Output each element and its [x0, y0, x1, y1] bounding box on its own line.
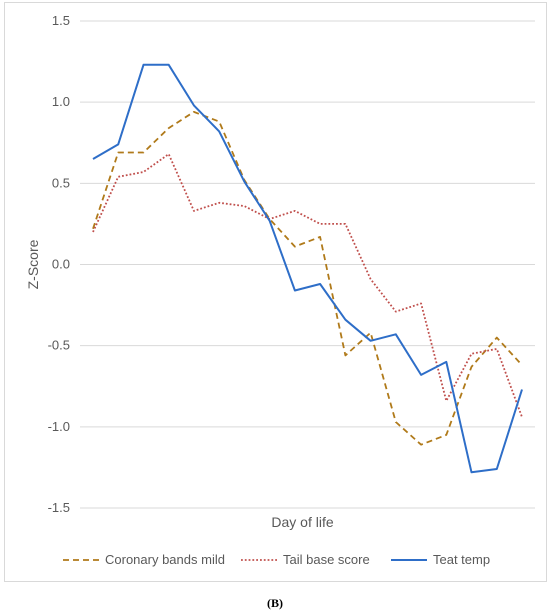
series-lines — [92, 63, 523, 474]
y-tick-label: 0.0 — [52, 257, 70, 272]
line-chart: -1.5 -1.0 -0.5 0.0 0.5 1.0 1.5 Z-Score Day of … — [25, 13, 535, 567]
legend: Coronary bands mild Tail base score Teat t… — [63, 552, 490, 567]
series-line-tail-base-score — [92, 153, 523, 418]
y-tick-label: -0.5 — [48, 338, 70, 353]
series-line-coronary-bands-mild — [92, 111, 523, 446]
gridlines — [80, 20, 535, 509]
y-tick-label: -1.5 — [48, 500, 70, 515]
y-tick-label: 0.5 — [52, 175, 70, 190]
series-line-teat-temp — [92, 63, 523, 474]
legend-label: Teat temp — [433, 552, 490, 567]
y-tick-label: -1.0 — [48, 419, 70, 434]
figure-caption: (B) — [267, 596, 283, 610]
y-tick-label: 1.0 — [52, 94, 70, 109]
legend-label: Coronary bands mild — [105, 552, 225, 567]
y-tick-labels: -1.5 -1.0 -0.5 0.0 0.5 1.0 1.5 — [48, 13, 70, 515]
legend-label: Tail base score — [283, 552, 370, 567]
y-axis-title: Z-Score — [25, 239, 41, 289]
chart-frame: -1.5 -1.0 -0.5 0.0 0.5 1.0 1.5 Z-Score Day of … — [4, 2, 547, 582]
y-tick-label: 1.5 — [52, 13, 70, 28]
x-axis-title: Day of life — [271, 514, 333, 530]
